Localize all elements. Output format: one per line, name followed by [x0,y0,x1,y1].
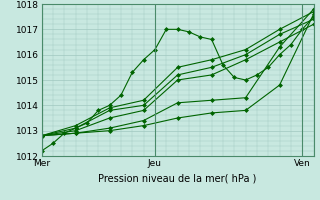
X-axis label: Pression niveau de la mer( hPa ): Pression niveau de la mer( hPa ) [99,173,257,183]
